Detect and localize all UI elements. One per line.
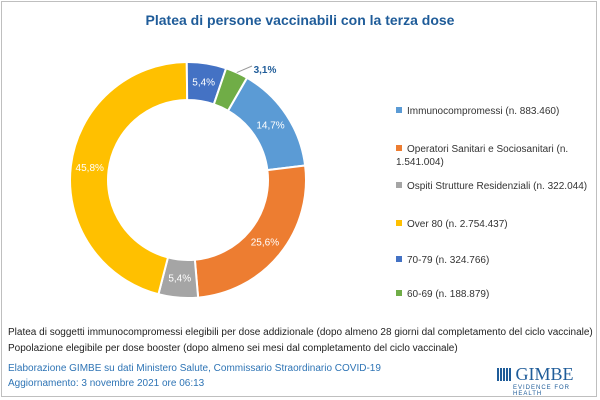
legend-swatch xyxy=(396,290,402,296)
legend-swatch xyxy=(396,256,402,262)
data-label: 45,8% xyxy=(76,163,104,174)
legend-label: Operatori Sanitari e Sociosanitari (n. 1… xyxy=(396,144,569,168)
slice-3 xyxy=(69,60,189,296)
slice-5 xyxy=(212,67,249,113)
note-2: Popolazione elegibile per dose booster (… xyxy=(8,343,458,354)
legend-swatch xyxy=(396,182,402,188)
chart-title: Platea di persone vaccinabili con la ter… xyxy=(145,12,455,28)
legend-label: Ospiti Strutture Residenziali (n. 322.04… xyxy=(407,181,588,192)
legend-label: 70-79 (n. 324.766) xyxy=(407,255,490,266)
data-label: 5,4% xyxy=(192,77,215,88)
legend-label: Over 80 (n. 2.754.437) xyxy=(407,219,508,230)
legend-item: Immunocompromessi (n. 883.460) xyxy=(396,105,596,118)
legend-item: Ospiti Strutture Residenziali (n. 322.04… xyxy=(396,180,596,193)
data-label: 5,4% xyxy=(168,274,191,285)
gimbe-logo: GIMBE EVIDENCE FOR HEALTH xyxy=(497,364,600,397)
legend-swatch xyxy=(396,220,402,226)
note-1: Platea di soggetti immunocompromessi ele… xyxy=(8,327,593,338)
leader-line xyxy=(236,65,253,74)
legend-item: Operatori Sanitari e Sociosanitari (n. 1… xyxy=(396,143,596,169)
legend-label: 60-69 (n. 188.879) xyxy=(407,289,490,300)
data-label: 3,1% xyxy=(254,65,277,76)
legend-item: 60-69 (n. 188.879) xyxy=(396,288,596,301)
legend-label: Immunocompromessi (n. 883.460) xyxy=(407,106,560,117)
legend-swatch xyxy=(396,145,402,151)
logo-tagline: EVIDENCE FOR HEALTH xyxy=(513,385,571,397)
legend-item: Over 80 (n. 2.754.437) xyxy=(396,218,596,231)
logo-grid-icon xyxy=(497,368,511,381)
data-label: 14,7% xyxy=(256,120,284,131)
updated-text: Aggiornamento: 3 novembre 2021 ore 06:13 xyxy=(8,378,205,389)
legend-swatch xyxy=(396,107,402,113)
legend-item: 70-79 (n. 324.766) xyxy=(396,254,596,267)
data-label: 25,6% xyxy=(251,237,279,248)
logo-name: GIMBE xyxy=(515,364,574,384)
source-text: Elaborazione GIMBE su dati Ministero Sal… xyxy=(8,363,381,374)
slice-1 xyxy=(193,164,307,299)
